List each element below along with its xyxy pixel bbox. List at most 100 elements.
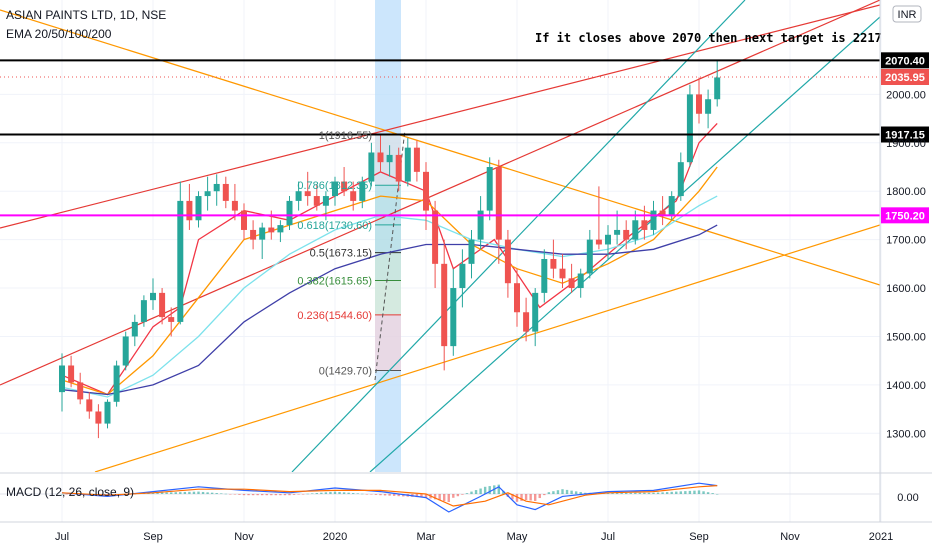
price-level-label: 2035.95 [885,72,925,84]
candle [677,152,684,201]
candle [277,220,284,243]
candle-body [423,171,429,211]
fib-zone [375,280,401,315]
time-tick-label: Jul [55,531,69,543]
macd-histogram-bar [183,491,187,494]
candle [168,307,175,337]
candle-body [605,234,611,245]
candle-body [504,239,511,284]
candle [577,268,584,298]
macd-histogram-bar [488,486,491,494]
candle [586,229,593,279]
macd-histogram-bar [524,494,528,500]
candle-body [668,196,675,216]
macd-histogram-bar [324,492,328,494]
macd-line [61,482,718,513]
candle [359,176,366,209]
candle-body [150,292,156,301]
time-tick-label: Mar [417,531,436,543]
candle [459,249,466,308]
currency-badge[interactable] [892,5,922,23]
macd-histogram-bar [534,494,537,501]
candle [131,314,138,347]
candle-body [241,210,247,230]
indicator-legend: EMA 20/50/100/200 [6,27,112,41]
fib-labels: 1(1916.55) 0.786(1812.35) 0.618(1730.60) 0.… [297,130,372,378]
time-axis[interactable]: Jul Sep Nov 2020 Mar May Jul Sep Nov 2021 [55,531,893,543]
macd-histogram-bar [242,494,246,496]
candle [486,157,493,221]
candle-body [131,321,138,337]
fib-zone [375,224,401,253]
candle-body [59,365,65,393]
candle [714,60,721,107]
candle [95,404,102,439]
macd-histogram-bar [320,492,323,494]
fib-zone [375,252,401,281]
macd-histogram-bar [502,490,505,494]
macd-histogram-bar [188,491,191,494]
macd-histogram-bar [711,493,714,494]
macd-histogram-bar [697,490,701,494]
fib-level-label: 0(1429.70) [319,365,372,377]
candle-body [95,411,102,424]
candle [368,142,375,187]
macd-histogram-bar [60,494,64,495]
macd-histogram-bar [570,490,573,494]
candle-body [195,196,202,221]
candle [177,181,184,325]
candle-body [186,200,193,221]
macd-histogram-bar [415,494,419,498]
macd-histogram-bar [388,494,391,496]
macd-histogram-bar [552,491,555,494]
macd-histogram-bar [543,494,546,496]
candle [59,353,65,412]
macd-histogram-bar [643,492,646,494]
macd-histogram-bar [670,491,673,494]
price-axis[interactable]: 1300.00 1400.00 1500.00 1600.00 1700.00 1800.… [886,89,926,440]
candle-body [386,154,393,163]
macd-histogram-bar [647,492,651,494]
candle-body [268,227,275,233]
macd-histogram-bar [274,494,278,496]
macd-histogram-bar [661,492,664,494]
macd-histogram-bar [329,491,332,494]
candle-body [122,336,129,366]
candle-body [677,162,684,197]
macd-histogram-bar [69,494,73,495]
macd-histogram-bar [675,491,678,494]
macd-histogram-bar [374,494,378,495]
candle [104,399,111,429]
macd-histogram-bar [684,491,687,494]
candle [68,355,75,388]
macd-histogram-bar [333,491,337,494]
macd-histogram-bar [461,494,464,495]
macd-histogram-bar [433,494,437,500]
candle-body [322,196,329,206]
candle [623,220,630,250]
macd-histogram-bar [352,493,355,494]
candle [386,145,393,177]
macd-histogram-bar [693,490,696,494]
macd-histogram-bar [265,494,268,496]
macd-histogram-bar [424,494,428,498]
candle-body [231,200,238,211]
candle-body [459,263,466,289]
orange-downtrend-line [0,9,880,286]
candle-body [204,191,211,197]
candle-body [295,191,302,201]
time-tick-label: May [507,531,528,543]
candle [113,360,120,407]
macd-histogram-bar [251,494,255,496]
candle [450,268,457,356]
candle [468,229,475,279]
macd-histogram-bar [170,492,173,494]
macd-histogram-bar [210,492,214,494]
macd-histogram-bar [483,486,487,494]
macd-histogram-bar [192,491,196,494]
candle [696,77,702,124]
candle-body [432,210,439,264]
candle [568,263,575,293]
